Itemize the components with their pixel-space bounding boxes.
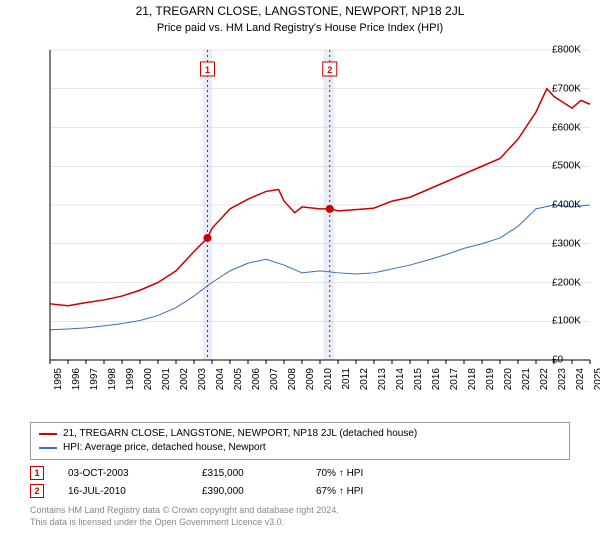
attribution-line1: Contains HM Land Registry data © Crown c…: [30, 504, 570, 516]
x-tick-label: 1999: [125, 368, 136, 390]
x-tick-label: 2003: [197, 368, 208, 390]
transaction-marker-number: 2: [30, 484, 44, 498]
chart-title-line1: 21, TREGARN CLOSE, LANGSTONE, NEWPORT, N…: [0, 4, 600, 18]
x-tick-label: 2000: [143, 368, 154, 390]
chart-svg: 12: [0, 40, 600, 420]
legend-row: HPI: Average price, detached house, Newp…: [39, 441, 561, 455]
x-tick-label: 2015: [413, 368, 424, 390]
y-tick-label: £800K: [552, 45, 598, 56]
attribution: Contains HM Land Registry data © Crown c…: [30, 504, 570, 528]
x-tick-label: 1997: [89, 368, 100, 390]
chart-title-line2: Price paid vs. HM Land Registry's House …: [0, 22, 600, 34]
legend-label: 21, TREGARN CLOSE, LANGSTONE, NEWPORT, N…: [63, 427, 417, 441]
x-tick-label: 2001: [161, 368, 172, 390]
x-tick-label: 2020: [503, 368, 514, 390]
x-tick-label: 2023: [557, 368, 568, 390]
x-tick-label: 2013: [377, 368, 388, 390]
y-tick-label: £600K: [552, 122, 598, 133]
y-tick-label: £500K: [552, 161, 598, 172]
x-tick-label: 2010: [323, 368, 334, 390]
x-tick-label: 1998: [107, 368, 118, 390]
transaction-markers-list: 1 03-OCT-2003 £315,000 70% ↑ HPI 2 16-JUL-201…: [30, 466, 570, 498]
x-tick-label: 2004: [215, 368, 226, 390]
x-tick-label: 2007: [269, 368, 280, 390]
transaction-date: 03-OCT-2003: [68, 468, 178, 479]
transaction-delta: 67% ↑ HPI: [316, 486, 363, 497]
x-tick-label: 2019: [485, 368, 496, 390]
y-tick-label: £400K: [552, 200, 598, 211]
y-tick-label: £100K: [552, 316, 598, 327]
x-tick-label: 2016: [431, 368, 442, 390]
transaction-price: £390,000: [202, 486, 292, 497]
x-tick-label: 1995: [53, 368, 64, 390]
svg-text:2: 2: [327, 65, 332, 75]
transaction-marker-number: 1: [30, 466, 44, 480]
x-tick-label: 2018: [467, 368, 478, 390]
x-tick-label: 1996: [71, 368, 82, 390]
x-tick-label: 2025: [593, 368, 600, 390]
x-tick-label: 2021: [521, 368, 532, 390]
x-tick-label: 2017: [449, 368, 460, 390]
svg-text:1: 1: [205, 65, 210, 75]
transaction-row: 1 03-OCT-2003 £315,000 70% ↑ HPI: [30, 466, 570, 480]
legend-swatch: [39, 447, 57, 449]
legend-swatch: [39, 433, 57, 435]
legend-row: 21, TREGARN CLOSE, LANGSTONE, NEWPORT, N…: [39, 427, 561, 441]
y-tick-label: £0: [552, 355, 598, 366]
x-tick-label: 2011: [341, 368, 352, 390]
x-tick-label: 2014: [395, 368, 406, 390]
legend-and-notes: 21, TREGARN CLOSE, LANGSTONE, NEWPORT, N…: [30, 422, 570, 528]
attribution-line2: This data is licensed under the Open Gov…: [30, 516, 570, 528]
price-chart: 12£0£100K£200K£300K£400K£500K£600K£700K£…: [0, 40, 600, 420]
x-tick-label: 2009: [305, 368, 316, 390]
y-tick-label: £300K: [552, 238, 598, 249]
transaction-row: 2 16-JUL-2010 £390,000 67% ↑ HPI: [30, 484, 570, 498]
x-tick-label: 2008: [287, 368, 298, 390]
x-tick-label: 2012: [359, 368, 370, 390]
transaction-delta: 70% ↑ HPI: [316, 468, 363, 479]
x-tick-label: 2024: [575, 368, 586, 390]
x-tick-label: 2005: [233, 368, 244, 390]
x-tick-label: 2006: [251, 368, 262, 390]
y-tick-label: £200K: [552, 277, 598, 288]
transaction-date: 16-JUL-2010: [68, 486, 178, 497]
transaction-price: £315,000: [202, 468, 292, 479]
legend-box: 21, TREGARN CLOSE, LANGSTONE, NEWPORT, N…: [30, 422, 570, 460]
legend-label: HPI: Average price, detached house, Newp…: [63, 441, 266, 455]
x-tick-label: 2002: [179, 368, 190, 390]
y-tick-label: £700K: [552, 83, 598, 94]
x-tick-label: 2022: [539, 368, 550, 390]
